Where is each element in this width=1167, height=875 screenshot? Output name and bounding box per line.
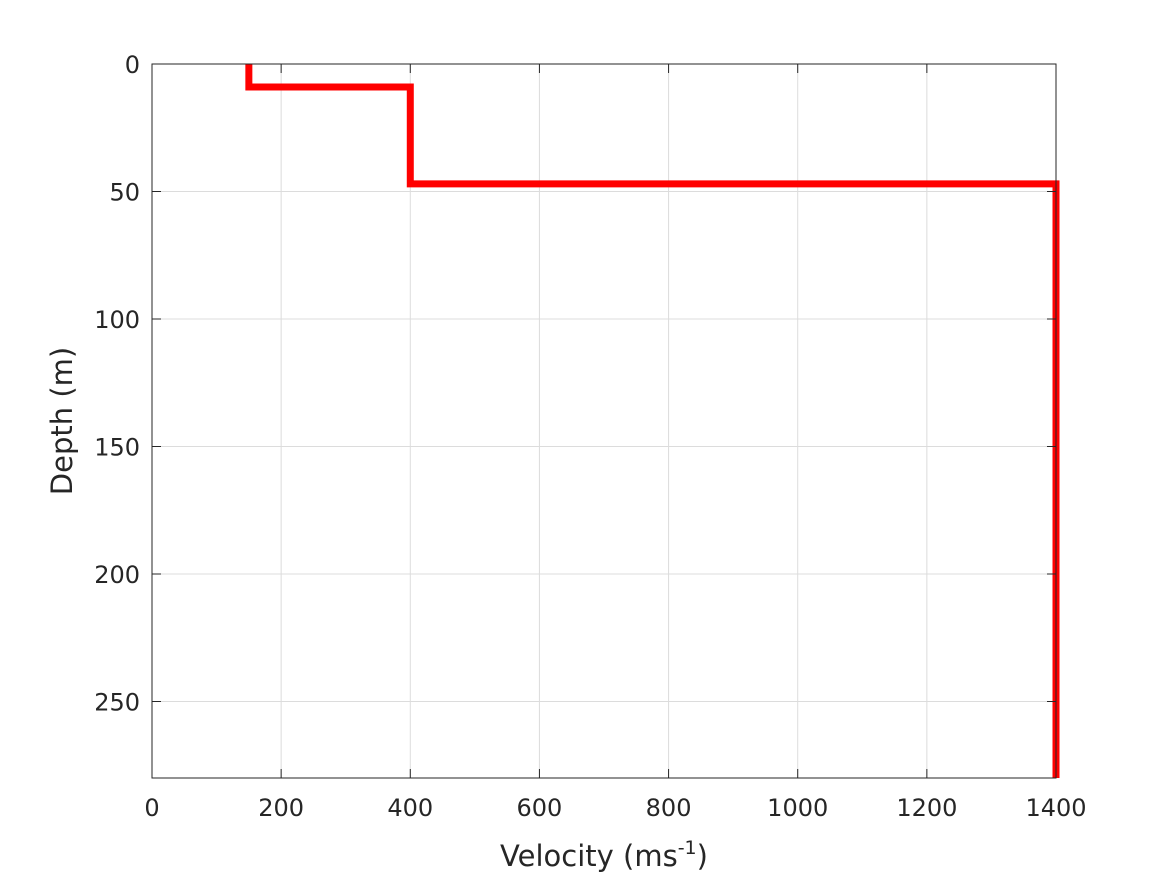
x-axis-title-main: Velocity (ms <box>500 839 678 873</box>
y-tick-labels: 0 50 100 150 200 250 <box>94 51 140 717</box>
velocity-profile-line <box>245 64 1060 778</box>
x-axis-title: Velocity (ms-1) <box>500 837 708 873</box>
x-tick-label: 0 <box>144 794 159 822</box>
x-tick-label: 1200 <box>896 794 957 822</box>
plot-area-frame <box>151 63 1057 779</box>
x-tick-label: 1000 <box>767 794 828 822</box>
x-tick-label: 600 <box>517 794 563 822</box>
x-axis-title-superscript: -1 <box>678 837 697 859</box>
y-axis-title: Depth (m) <box>45 347 79 495</box>
y-tick-label: 250 <box>94 689 140 717</box>
x-tick-label: 200 <box>258 794 304 822</box>
x-tick-label: 1400 <box>1025 794 1086 822</box>
series-layer <box>245 64 1060 778</box>
x-axis-title-end: ) <box>697 839 708 873</box>
x-tick-labels: 0 200 400 600 800 1000 1200 1400 <box>144 794 1086 822</box>
y-tick-label: 100 <box>94 306 140 334</box>
y-tick-label: 50 <box>109 179 140 207</box>
y-tick-label: 200 <box>94 561 140 589</box>
x-tick-label: 800 <box>646 794 692 822</box>
y-tick-label: 0 <box>125 51 140 79</box>
y-tick-label: 150 <box>94 434 140 462</box>
tick-marks <box>151 63 1057 778</box>
grid-lines <box>151 63 1057 778</box>
x-tick-label: 400 <box>387 794 433 822</box>
